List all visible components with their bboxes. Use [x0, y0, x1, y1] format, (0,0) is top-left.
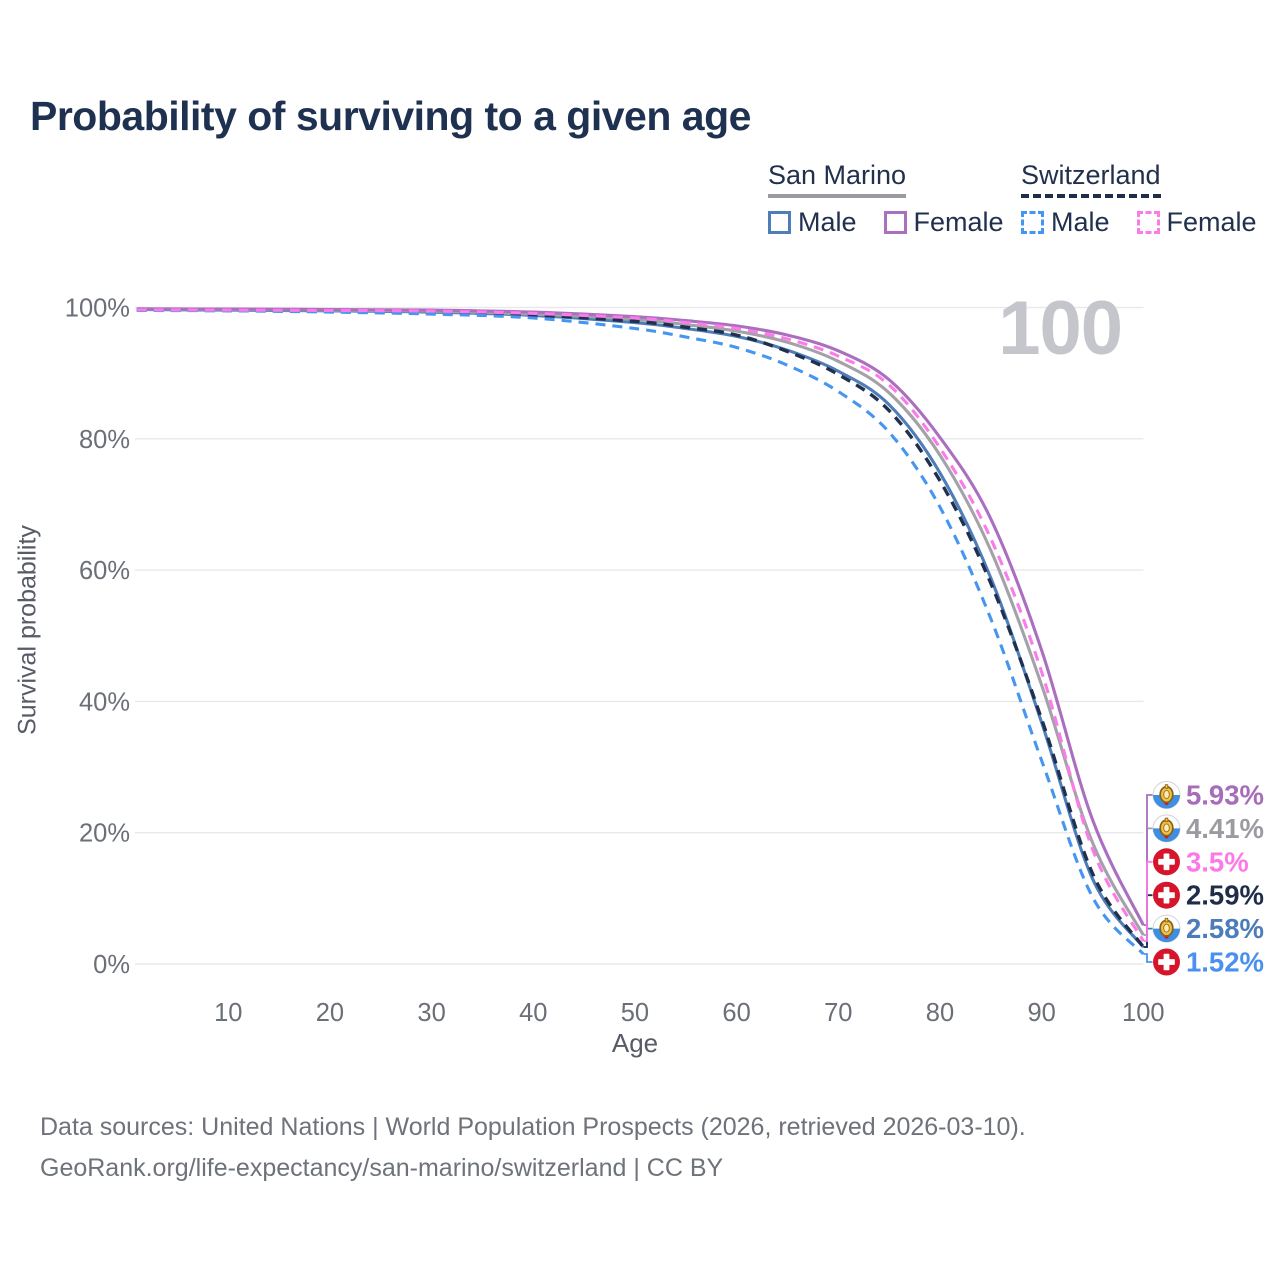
x-tick-label: 10 — [214, 999, 242, 1027]
flag-switzerland-icon — [1153, 881, 1180, 909]
legend-item-switzerland-male[interactable]: Male — [1021, 207, 1110, 238]
legend-group-san-marino: San Marino Male Female — [768, 162, 1004, 238]
legend-row-san-marino: Male Female — [768, 207, 1004, 238]
end-value-label-sm-total: 4.41% — [1186, 813, 1264, 844]
end-value-label-sm-female: 5.93% — [1186, 780, 1264, 811]
x-tick-label: 90 — [1027, 999, 1055, 1027]
series-line-ch-total — [136, 308, 1145, 948]
x-tick-label: 60 — [722, 999, 750, 1027]
series-line-sm-male — [136, 307, 1145, 949]
x-tick-label: 100 — [1122, 999, 1165, 1027]
legend-label-male: Male — [1051, 207, 1110, 237]
footer: Data sources: United Nations | World Pop… — [40, 1107, 1026, 1189]
x-tick-label: 30 — [417, 999, 445, 1027]
flag-san-marino-icon — [1152, 914, 1181, 943]
x-tick-label: 70 — [824, 999, 852, 1027]
swatch-san-marino-female-icon — [883, 211, 907, 234]
y-tick-label: 80% — [79, 426, 130, 454]
end-value-label-ch-male: 1.52% — [1186, 947, 1264, 978]
legend-item-switzerland-female[interactable]: Female — [1136, 207, 1257, 238]
legend-label-female: Female — [1166, 207, 1257, 237]
x-tick-label: 50 — [621, 999, 649, 1027]
y-tick-label: 20% — [79, 820, 130, 848]
end-label-connector — [1143, 827, 1153, 936]
y-tick-label: 40% — [79, 688, 130, 716]
end-value-label-sm-male: 2.58% — [1186, 913, 1264, 944]
y-tick-label: 60% — [79, 557, 130, 585]
legend-label-male: Male — [798, 207, 857, 237]
flag-switzerland-icon — [1153, 848, 1180, 876]
x-tick-label: 40 — [519, 999, 547, 1027]
y-tick-label: 0% — [93, 951, 130, 979]
x-tick-label: 80 — [926, 999, 954, 1027]
end-label-connector — [1143, 860, 1153, 942]
flag-switzerland-icon — [1153, 948, 1180, 976]
x-axis-title: Age — [611, 1028, 659, 1058]
page-title: Probability of surviving to a given age — [30, 93, 751, 139]
swatch-switzerland-female-icon — [1136, 211, 1160, 234]
end-label-connector — [1143, 794, 1153, 926]
y-axis-title: Survival probability — [13, 525, 42, 735]
legend-item-san-marino-male[interactable]: Male — [768, 207, 857, 238]
x-tick-label: 20 — [316, 999, 344, 1027]
attribution-line: GeoRank.org/life-expectancy/san-marino/s… — [40, 1154, 724, 1182]
legend-country-san-marino[interactable]: San Marino — [768, 162, 907, 198]
legend-label-female: Female — [913, 207, 1004, 237]
end-label-connector — [1143, 953, 1153, 963]
end-label-connector — [1143, 894, 1153, 948]
data-sources-line: Data sources: United Nations | World Pop… — [40, 1113, 1026, 1141]
flag-san-marino-icon — [1152, 814, 1181, 843]
swatch-switzerland-male-icon — [1021, 211, 1044, 234]
age-counter-watermark: 100 — [998, 286, 1123, 371]
series-line-ch-female — [136, 308, 1145, 942]
end-label-connector — [1143, 927, 1153, 948]
legend-row-switzerland: Male Female — [1021, 207, 1257, 238]
legend-item-san-marino-female[interactable]: Female — [883, 207, 1004, 238]
legend-country-switzerland[interactable]: Switzerland — [1021, 162, 1161, 198]
end-value-label-ch-female: 3.5% — [1186, 846, 1249, 877]
end-value-label-ch-total: 2.59% — [1186, 880, 1264, 911]
legend-group-switzerland: Switzerland Male Female — [1021, 162, 1257, 238]
flag-san-marino-icon — [1152, 781, 1181, 809]
y-tick-label: 100% — [65, 295, 130, 323]
series-line-ch-male — [136, 308, 1145, 956]
swatch-san-marino-male-icon — [768, 211, 791, 234]
